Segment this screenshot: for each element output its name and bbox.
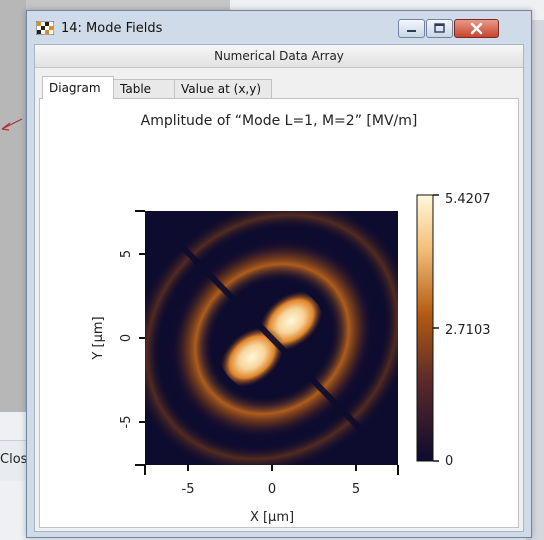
y-axis (135, 210, 145, 466)
x-tick-label: 0 (268, 482, 276, 497)
colorbar-mid-label: 2.7103 (445, 323, 491, 338)
background-close-button[interactable]: Clos (0, 452, 28, 467)
close-icon (470, 22, 483, 35)
x-tick-label: -5 (182, 482, 195, 497)
y-tick-label: -5 (119, 416, 134, 429)
maximize-icon (434, 23, 445, 33)
tab-value-at-xy[interactable]: Value at (x,y) (174, 79, 272, 98)
title-bar[interactable]: 14: Mode Fields (27, 11, 531, 43)
colorbar-ticks (433, 194, 439, 462)
heatmap-image[interactable] (74, 141, 471, 527)
close-button[interactable] (454, 19, 499, 38)
y-tick-label: 0 (119, 334, 134, 342)
minimize-icon (407, 30, 416, 32)
background-arrow-icon (1, 118, 23, 131)
colorbar-min-label: 0 (445, 454, 453, 469)
field-plot: -5 0 5 X [μm] 5 0 -5 Y [μm] 5.4207 2.710… (74, 141, 491, 527)
y-axis-label: Y [μm] (91, 316, 106, 360)
maximize-button[interactable] (426, 19, 453, 38)
background-toolbar (0, 0, 230, 10)
diagram-panel: Amplitude of “Mode L=1, M=2” [MV/m] (39, 98, 519, 528)
colorbar (416, 194, 434, 462)
data-array-header: Numerical Data Array (35, 45, 523, 68)
tab-diagram[interactable]: Diagram (42, 76, 114, 99)
x-tick-label: 5 (352, 482, 360, 497)
colorbar-max-label: 5.4207 (445, 192, 491, 207)
background-panel (0, 0, 26, 412)
x-axis-label: X [μm] (250, 510, 294, 525)
background-bottom-strip (0, 440, 26, 481)
tab-table[interactable]: Table (113, 79, 175, 98)
window-title: 14: Mode Fields (61, 21, 163, 36)
mode-fields-window: 14: Mode Fields Numerical Data Array Dia… (26, 10, 532, 538)
x-axis (144, 465, 399, 475)
window-client-area: Numerical Data Array Diagram Table Value… (34, 44, 524, 532)
plot-title: Amplitude of “Mode L=1, M=2” [MV/m] (140, 113, 418, 129)
y-tick-label: 5 (119, 250, 134, 258)
minimize-button[interactable] (398, 19, 425, 38)
app-icon (36, 21, 54, 35)
